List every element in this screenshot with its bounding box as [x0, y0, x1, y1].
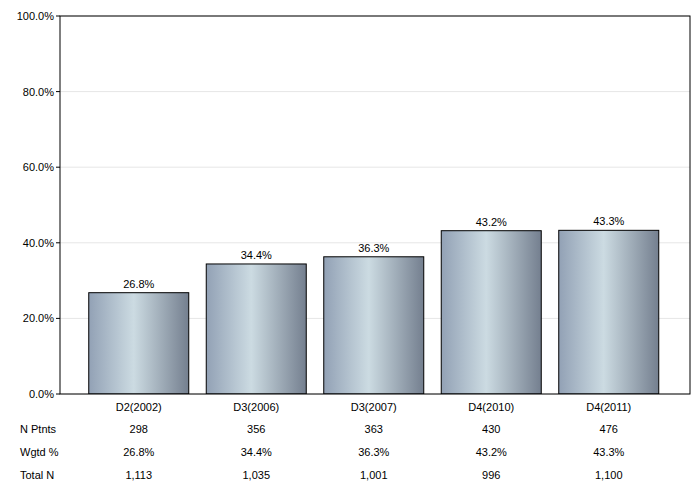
table-cell: 996 — [482, 469, 500, 481]
bar — [559, 230, 659, 394]
data-label: 36.3% — [358, 242, 389, 254]
row-label: N Ptnts — [20, 423, 57, 435]
tick-mark — [56, 242, 60, 243]
data-label: 43.3% — [593, 215, 624, 227]
tick-mark — [56, 318, 60, 319]
plot-frame — [60, 16, 690, 394]
bar — [441, 231, 541, 394]
tick-mark — [56, 394, 60, 395]
chart: 0.0% 20.0% 40.0% 60.0% 80.0% 100.0% 26.8% 34.4%… — [0, 0, 700, 500]
category-label: D4(2011) — [586, 401, 631, 413]
tick-label: 40.0% — [23, 237, 54, 249]
category-label: D3(2006) — [233, 401, 279, 413]
table-cell: 26.8% — [123, 446, 154, 458]
table-cell: 363 — [365, 423, 383, 435]
grid-line — [60, 91, 690, 92]
tick-mark — [56, 91, 60, 92]
table-cell: 1,035 — [242, 469, 270, 481]
background — [0, 0, 700, 500]
bar — [89, 293, 189, 394]
table-cell: 1,113 — [125, 469, 152, 481]
tick-mark — [56, 167, 60, 168]
category-label: D3(2007) — [351, 401, 397, 413]
table-cell: 476 — [600, 423, 618, 435]
table-cell: 356 — [247, 423, 265, 435]
table-cell: 36.3% — [358, 446, 389, 458]
tick-label: 100.0% — [17, 10, 55, 22]
category-label: D4(2010) — [468, 401, 514, 413]
row-label: Total N — [20, 469, 54, 481]
tick-label: 20.0% — [23, 312, 54, 324]
row-label: Wgtd % — [20, 446, 59, 458]
tick-label: 0.0% — [29, 388, 54, 400]
bars — [89, 230, 659, 394]
bar — [206, 264, 306, 394]
table-cell: 430 — [482, 423, 500, 435]
data-label: 26.8% — [123, 278, 154, 290]
tick-label: 80.0% — [23, 86, 54, 98]
table-cell: 34.4% — [241, 446, 272, 458]
data-label: 43.2% — [476, 216, 507, 228]
table-cell: 298 — [130, 423, 148, 435]
tick-label: 60.0% — [23, 161, 54, 173]
table-cell: 43.2% — [476, 446, 507, 458]
bar — [324, 257, 424, 394]
category-label: D2(2002) — [116, 401, 162, 413]
tick-mark — [56, 16, 60, 17]
grid-line — [60, 167, 690, 168]
table-cell: 43.3% — [593, 446, 624, 458]
table-cell: 1,001 — [360, 469, 388, 481]
table-cell: 1,100 — [595, 469, 623, 481]
data-label: 34.4% — [241, 249, 272, 261]
